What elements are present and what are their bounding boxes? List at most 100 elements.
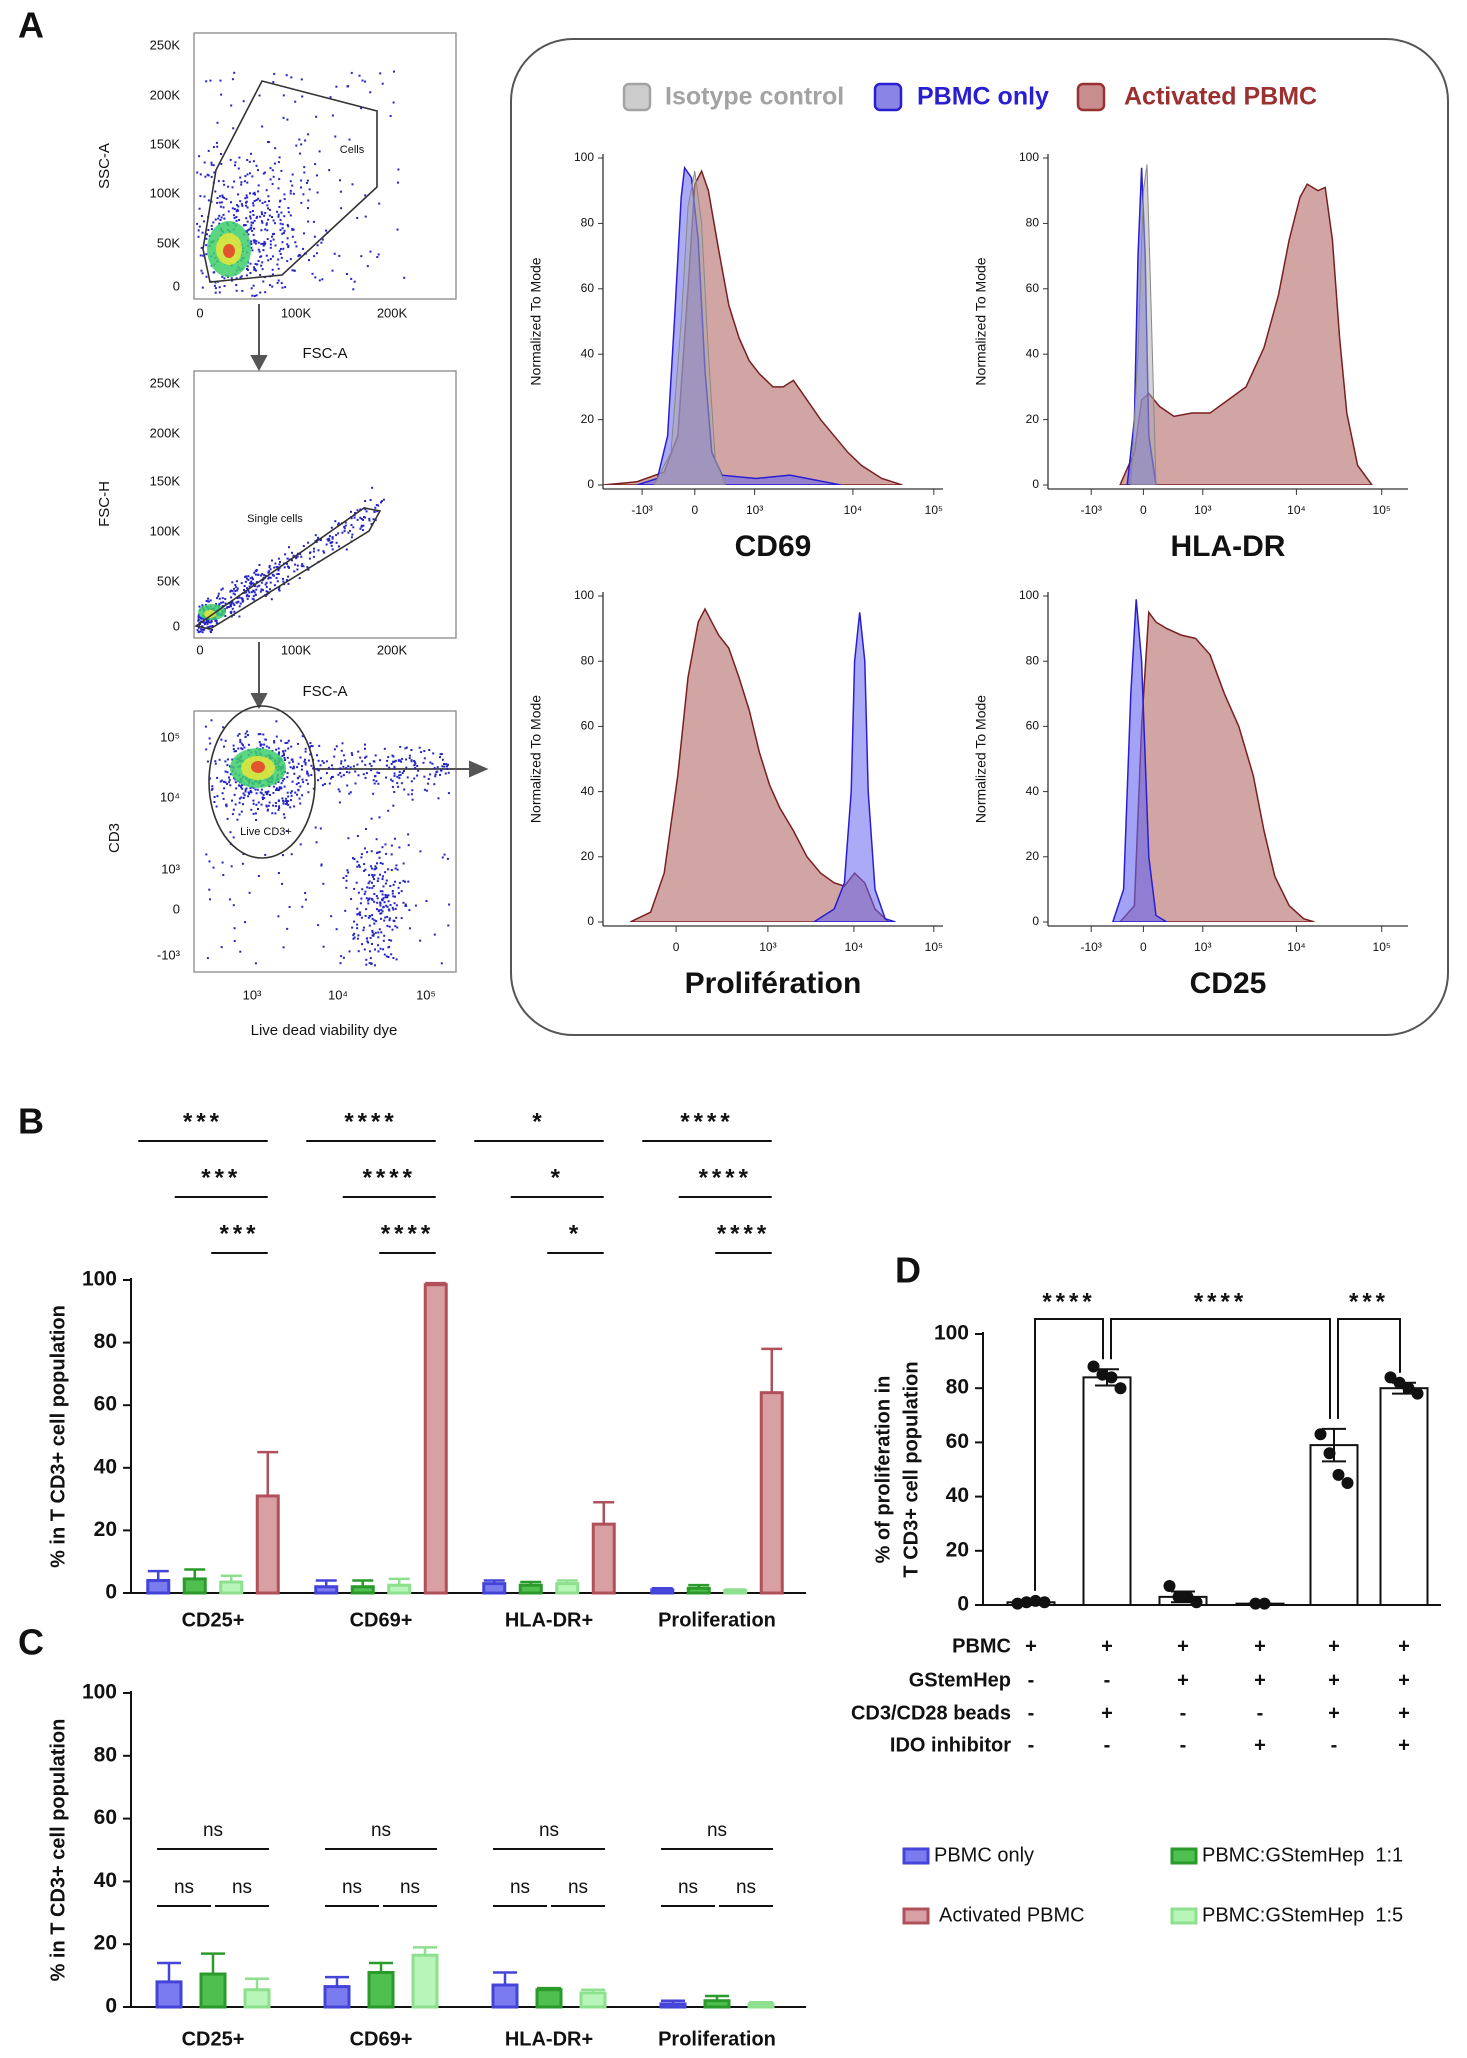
event-dot (364, 80, 367, 83)
event-dot (253, 268, 256, 271)
event-dot (266, 809, 269, 812)
y-axis-label: Normalized To Mode (973, 695, 989, 823)
legend-label: PBMC only (934, 1844, 1034, 1866)
y-tick-label: 60 (581, 281, 595, 295)
event-dot (255, 803, 258, 806)
event-dot (408, 909, 411, 912)
event-dot (399, 759, 402, 762)
event-dot (246, 265, 249, 268)
condition-value: + (1398, 1669, 1410, 1691)
event-dot (255, 199, 258, 202)
event-dot (223, 217, 226, 220)
event-dot (447, 792, 450, 795)
event-dot (281, 797, 284, 800)
event-dot (387, 809, 390, 812)
event-dot (280, 256, 283, 259)
event-dot (231, 589, 234, 592)
event-dot (364, 516, 367, 519)
event-dot (287, 575, 290, 578)
event-dot (352, 937, 355, 940)
data-point (1393, 1376, 1406, 1389)
event-dot (379, 947, 382, 950)
event-dot (249, 262, 252, 265)
event-dot (348, 771, 351, 774)
event-dot (265, 223, 268, 226)
event-dot (259, 791, 262, 794)
condition-value: + (1177, 1669, 1189, 1691)
gate-label: Cells (340, 144, 365, 156)
event-dot (393, 765, 396, 768)
event-dot (199, 173, 202, 176)
event-dot (307, 759, 310, 762)
event-dot (339, 179, 341, 182)
event-dot (337, 773, 340, 776)
y-tick-label: 60 (94, 1806, 117, 1829)
event-dot (372, 933, 375, 936)
y-tick-label: 100 (1019, 150, 1039, 164)
event-dot (252, 590, 255, 593)
event-dot (361, 529, 364, 532)
event-dot (316, 191, 319, 194)
event-dot (267, 207, 269, 210)
event-dot (377, 936, 380, 939)
event-dot (376, 908, 378, 911)
event-dot (410, 780, 413, 783)
marker-label: Prolifération (685, 967, 862, 1000)
event-dot (291, 559, 293, 562)
event-dot (280, 282, 283, 285)
x-tick-label: 10⁵ (1373, 940, 1391, 954)
event-dot (276, 210, 279, 213)
event-dot (252, 221, 254, 224)
event-dot (339, 772, 342, 774)
event-dot (230, 612, 233, 615)
event-dot (245, 217, 248, 220)
event-dot (303, 760, 306, 763)
condition-value: + (1101, 1635, 1113, 1657)
event-dot (249, 787, 252, 790)
event-dot (282, 580, 285, 583)
event-dot (443, 763, 445, 765)
event-dot (249, 272, 252, 274)
event-dot (262, 793, 265, 796)
event-dot (375, 895, 378, 897)
bar (759, 1391, 784, 1595)
event-dot (436, 766, 439, 769)
event-dot (388, 919, 391, 922)
event-dot (386, 905, 389, 908)
event-dot (283, 229, 286, 232)
event-dot (402, 862, 405, 865)
event-dot (269, 258, 272, 260)
event-dot (252, 204, 255, 207)
event-dot (254, 193, 256, 196)
event-dot (266, 238, 269, 240)
event-dot (306, 782, 309, 785)
event-dot (198, 630, 201, 633)
event-dot (381, 846, 384, 849)
event-dot (348, 138, 351, 141)
event-dot (287, 244, 290, 247)
event-dot (362, 929, 365, 932)
event-dot (233, 927, 236, 930)
event-dot (315, 841, 318, 844)
x-tick-label: 0 (673, 940, 680, 954)
event-dot (390, 763, 393, 765)
event-dot (365, 958, 368, 961)
event-dot (391, 754, 394, 757)
event-dot (214, 281, 217, 284)
legend-label: Activated PBMC (939, 1904, 1085, 1926)
event-dot (300, 78, 303, 81)
event-dot (306, 772, 309, 775)
event-dot (380, 912, 383, 915)
event-dot (222, 180, 225, 183)
event-dot (205, 244, 208, 247)
event-dot (283, 215, 286, 218)
event-dot (282, 94, 285, 97)
condition-label: CD3/CD28 beads (851, 1702, 1011, 1724)
event-dot (284, 759, 287, 761)
event-dot (229, 158, 232, 161)
event-dot (269, 243, 272, 246)
event-dot (381, 862, 384, 865)
event-dot (230, 589, 233, 592)
event-dot (233, 208, 236, 211)
event-dot (224, 760, 227, 763)
